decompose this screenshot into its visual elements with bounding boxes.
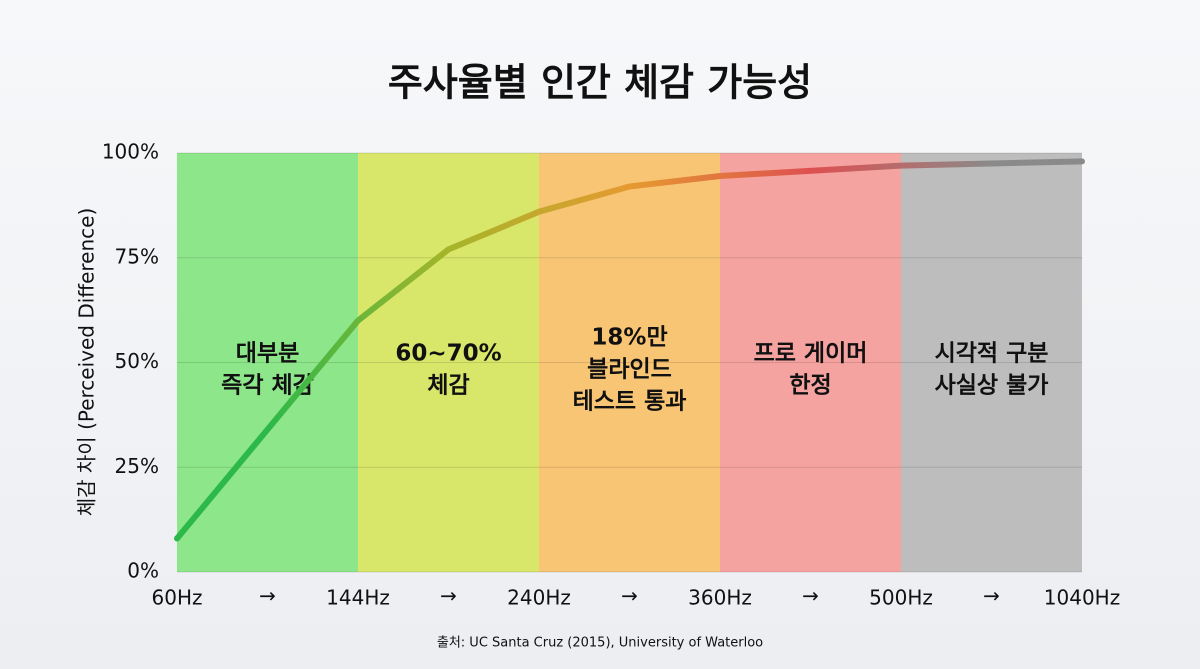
x-arrow: → — [440, 584, 457, 608]
y-axis-label: 체감 차이 (Perceived Difference) — [75, 208, 99, 517]
zone-label: 테스트 통과 — [573, 389, 687, 415]
x-tick-label: 500Hz — [869, 586, 933, 610]
zone-label: 18%만 — [591, 325, 667, 351]
zone-label: 체감 — [427, 373, 469, 399]
zone — [901, 153, 1082, 572]
y-tick-label: 50% — [115, 349, 159, 373]
zone-label: 60~70% — [395, 341, 501, 367]
x-arrow: → — [259, 584, 276, 608]
source: 출처: UC Santa Cruz (2015), University of … — [437, 636, 763, 651]
zone — [720, 153, 901, 572]
x-arrow: → — [983, 584, 1000, 608]
zone-label: 시각적 구분 — [935, 341, 1049, 367]
zone-label: 프로 게이머 — [754, 341, 868, 367]
x-tick-label: 144Hz — [326, 586, 390, 610]
x-tick-label: 240Hz — [507, 586, 571, 610]
zone-label: 한정 — [789, 373, 831, 399]
chart-title: 주사율별 인간 체감 가능성 — [388, 61, 812, 105]
zone-label: 사실상 불가 — [935, 373, 1049, 399]
y-tick-label: 0% — [127, 559, 159, 583]
zone — [539, 153, 720, 572]
y-tick-label: 75% — [115, 244, 159, 268]
x-arrow: → — [802, 584, 819, 608]
y-tick-label: 100% — [102, 140, 159, 164]
zone-label: 블라인드 — [587, 357, 672, 383]
zone-label: 대부분 — [236, 341, 299, 367]
curve — [174, 158, 1085, 542]
x-arrow: → — [621, 584, 638, 608]
y-tick-label: 25% — [115, 454, 159, 478]
x-tick-label: 1040Hz — [1044, 586, 1120, 610]
x-tick-label: 60Hz — [152, 586, 203, 610]
x-tick-label: 360Hz — [688, 586, 752, 610]
